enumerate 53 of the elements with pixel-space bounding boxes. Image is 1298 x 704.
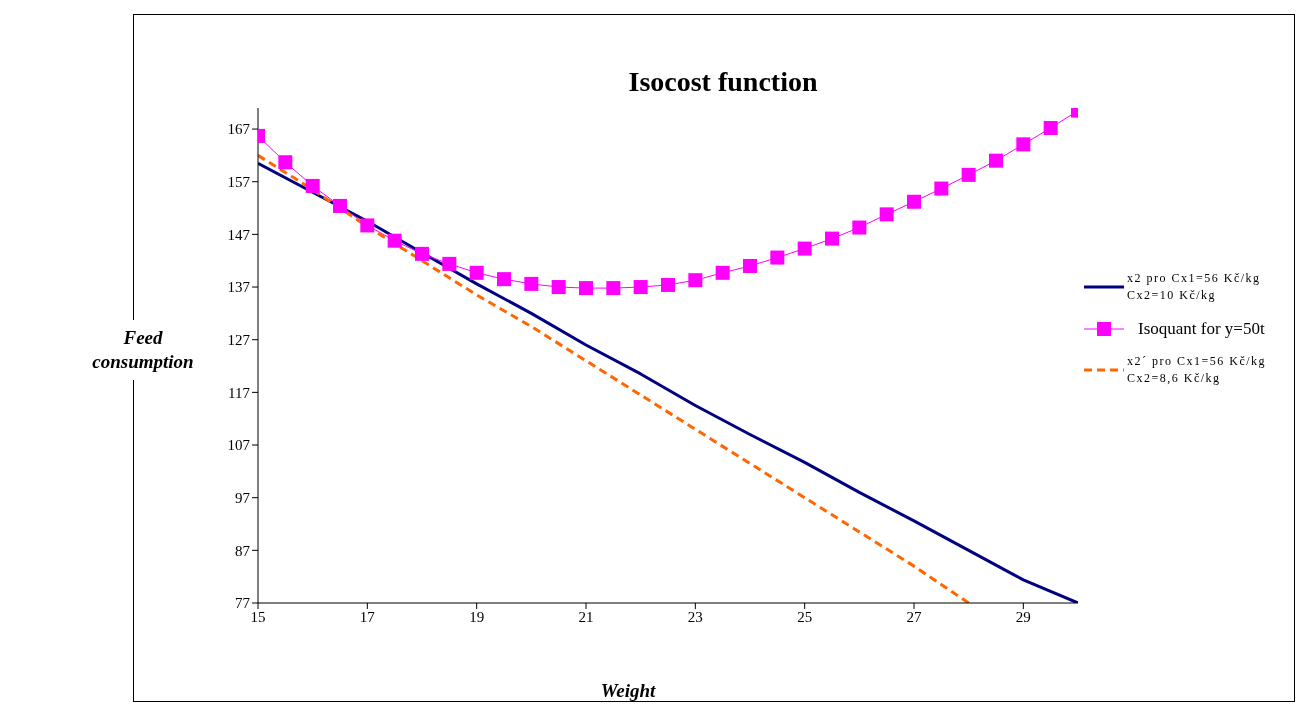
point [770, 250, 785, 265]
x-tick-label: 15 [250, 608, 266, 625]
y-tick-label: 87 [235, 542, 251, 559]
point [825, 231, 839, 246]
y-tick-label: 127 [227, 332, 251, 349]
legend-label: Isoquant for y=50t [1138, 319, 1266, 338]
point [907, 194, 921, 209]
point [469, 265, 484, 280]
x-tick-label: 23 [687, 608, 703, 625]
x-tick-label: 25 [797, 608, 813, 625]
point [661, 277, 675, 292]
y-tick-label: 117 [228, 384, 251, 401]
point [961, 167, 976, 182]
point [551, 280, 566, 295]
point [333, 198, 347, 213]
point [497, 272, 511, 287]
y-tick-label: 77 [235, 595, 251, 612]
point [278, 155, 293, 170]
y-tick-label: 147 [227, 226, 251, 243]
x-tick-label: 21 [578, 608, 594, 625]
point [688, 273, 703, 288]
x-tick-label: 17 [359, 608, 376, 625]
point [934, 181, 949, 196]
point [1016, 137, 1031, 152]
point [1043, 121, 1058, 136]
point [989, 153, 1003, 168]
point [305, 178, 320, 193]
point [879, 207, 894, 222]
point [579, 281, 593, 296]
y-tick-label: 167 [227, 121, 251, 138]
point [360, 218, 375, 233]
y-tick-label: 107 [227, 437, 251, 454]
x-tick-label: 19 [469, 608, 485, 625]
y-tick-label: 97 [235, 490, 251, 507]
point [715, 265, 730, 280]
y-tick-label: 137 [227, 279, 251, 296]
y-axis-title: Feed consumption [78, 320, 208, 380]
point [852, 220, 867, 235]
legend-label: x2 pro Cx1=56 Kč/kg Cx2=10 Kč/kg [1127, 270, 1262, 304]
x-axis-title: Weight [599, 680, 657, 702]
legend-label: x2´ pro Cx1=56 Kč/kg Cx2=8,6 Kč/kg [1127, 353, 1268, 387]
point [387, 233, 402, 248]
point [415, 246, 429, 261]
point [797, 241, 812, 256]
point [743, 258, 757, 273]
point [633, 280, 648, 295]
point [606, 281, 621, 296]
point [442, 256, 457, 271]
chart-title: Isocost function [627, 66, 819, 98]
x-tick-label: 29 [1015, 608, 1031, 625]
x-tick-label: 27 [906, 608, 922, 625]
y-tick-label: 157 [227, 174, 251, 191]
point [524, 276, 539, 291]
